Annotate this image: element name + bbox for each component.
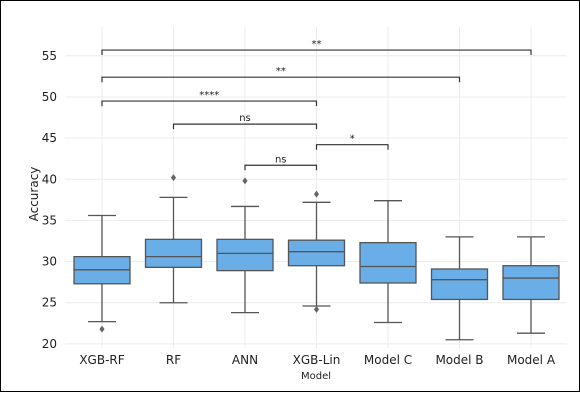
box-body bbox=[216, 238, 274, 272]
y-tick-label: 55 bbox=[42, 49, 57, 63]
box-body bbox=[287, 239, 346, 267]
y-tick-label: 45 bbox=[42, 131, 57, 145]
x-tick-label: Model A bbox=[507, 353, 556, 367]
annotations-layer: ********ns*ns bbox=[101, 39, 532, 171]
x-tick-label: RF bbox=[166, 353, 181, 367]
bracket-line bbox=[315, 144, 389, 150]
outlier-point bbox=[313, 190, 320, 198]
y-axis-label: Accuracy bbox=[27, 167, 41, 222]
x-tick-label: ANN bbox=[232, 353, 258, 367]
significance-bracket: * bbox=[315, 134, 389, 150]
x-axis-ticks: XGB-RF RF ANN XGB-Lin Model C Model B Model A bbox=[79, 353, 555, 367]
box-model-b bbox=[430, 236, 489, 341]
box-rf bbox=[144, 174, 203, 304]
bracket-line bbox=[101, 49, 532, 56]
significance-bracket: ** bbox=[101, 66, 461, 83]
significance-label: ns bbox=[239, 113, 251, 124]
significance-label: **** bbox=[199, 90, 219, 101]
bracket-line bbox=[172, 123, 318, 130]
x-tick-label: Model B bbox=[435, 353, 483, 367]
significance-bracket: **** bbox=[101, 90, 318, 107]
box-body bbox=[430, 268, 489, 301]
outlier-point bbox=[99, 325, 105, 333]
box-xgb-lin bbox=[287, 190, 346, 313]
y-tick-label: 40 bbox=[42, 172, 57, 186]
y-axis-ticks: 20 25 30 35 40 45 50 55 bbox=[42, 49, 57, 351]
bracket-line bbox=[101, 100, 318, 107]
box-model-a bbox=[502, 236, 560, 334]
significance-bracket: ** bbox=[101, 39, 532, 56]
box-model-c bbox=[359, 200, 417, 324]
x-tick-label: XGB-Lin bbox=[293, 353, 341, 367]
bracket-line bbox=[244, 164, 318, 171]
significance-label: ** bbox=[312, 39, 322, 50]
x-tick-label: XGB-RF bbox=[79, 353, 124, 367]
y-tick-label: 35 bbox=[42, 213, 57, 227]
outlier-point bbox=[313, 305, 320, 313]
significance-bracket: ns bbox=[244, 154, 318, 171]
x-tick-label: Model C bbox=[364, 353, 412, 367]
box-body bbox=[144, 238, 203, 268]
boxes-layer bbox=[73, 174, 560, 341]
box-body bbox=[359, 241, 417, 284]
y-tick-label: 50 bbox=[42, 90, 57, 104]
outlier-point bbox=[170, 174, 177, 182]
significance-bracket: ns bbox=[172, 113, 318, 130]
box-body bbox=[502, 265, 560, 301]
significance-label: ns bbox=[275, 154, 287, 165]
y-tick-label: 25 bbox=[42, 296, 57, 310]
outlier-point bbox=[242, 177, 248, 185]
y-tick-label: 30 bbox=[42, 255, 57, 269]
x-axis-label: Model bbox=[301, 371, 331, 382]
box-ann bbox=[216, 177, 274, 314]
bracket-line bbox=[101, 76, 461, 83]
box-xgb-rf bbox=[73, 214, 131, 333]
y-tick-label: 20 bbox=[42, 337, 57, 351]
significance-label: * bbox=[350, 134, 355, 145]
significance-label: ** bbox=[276, 66, 286, 77]
